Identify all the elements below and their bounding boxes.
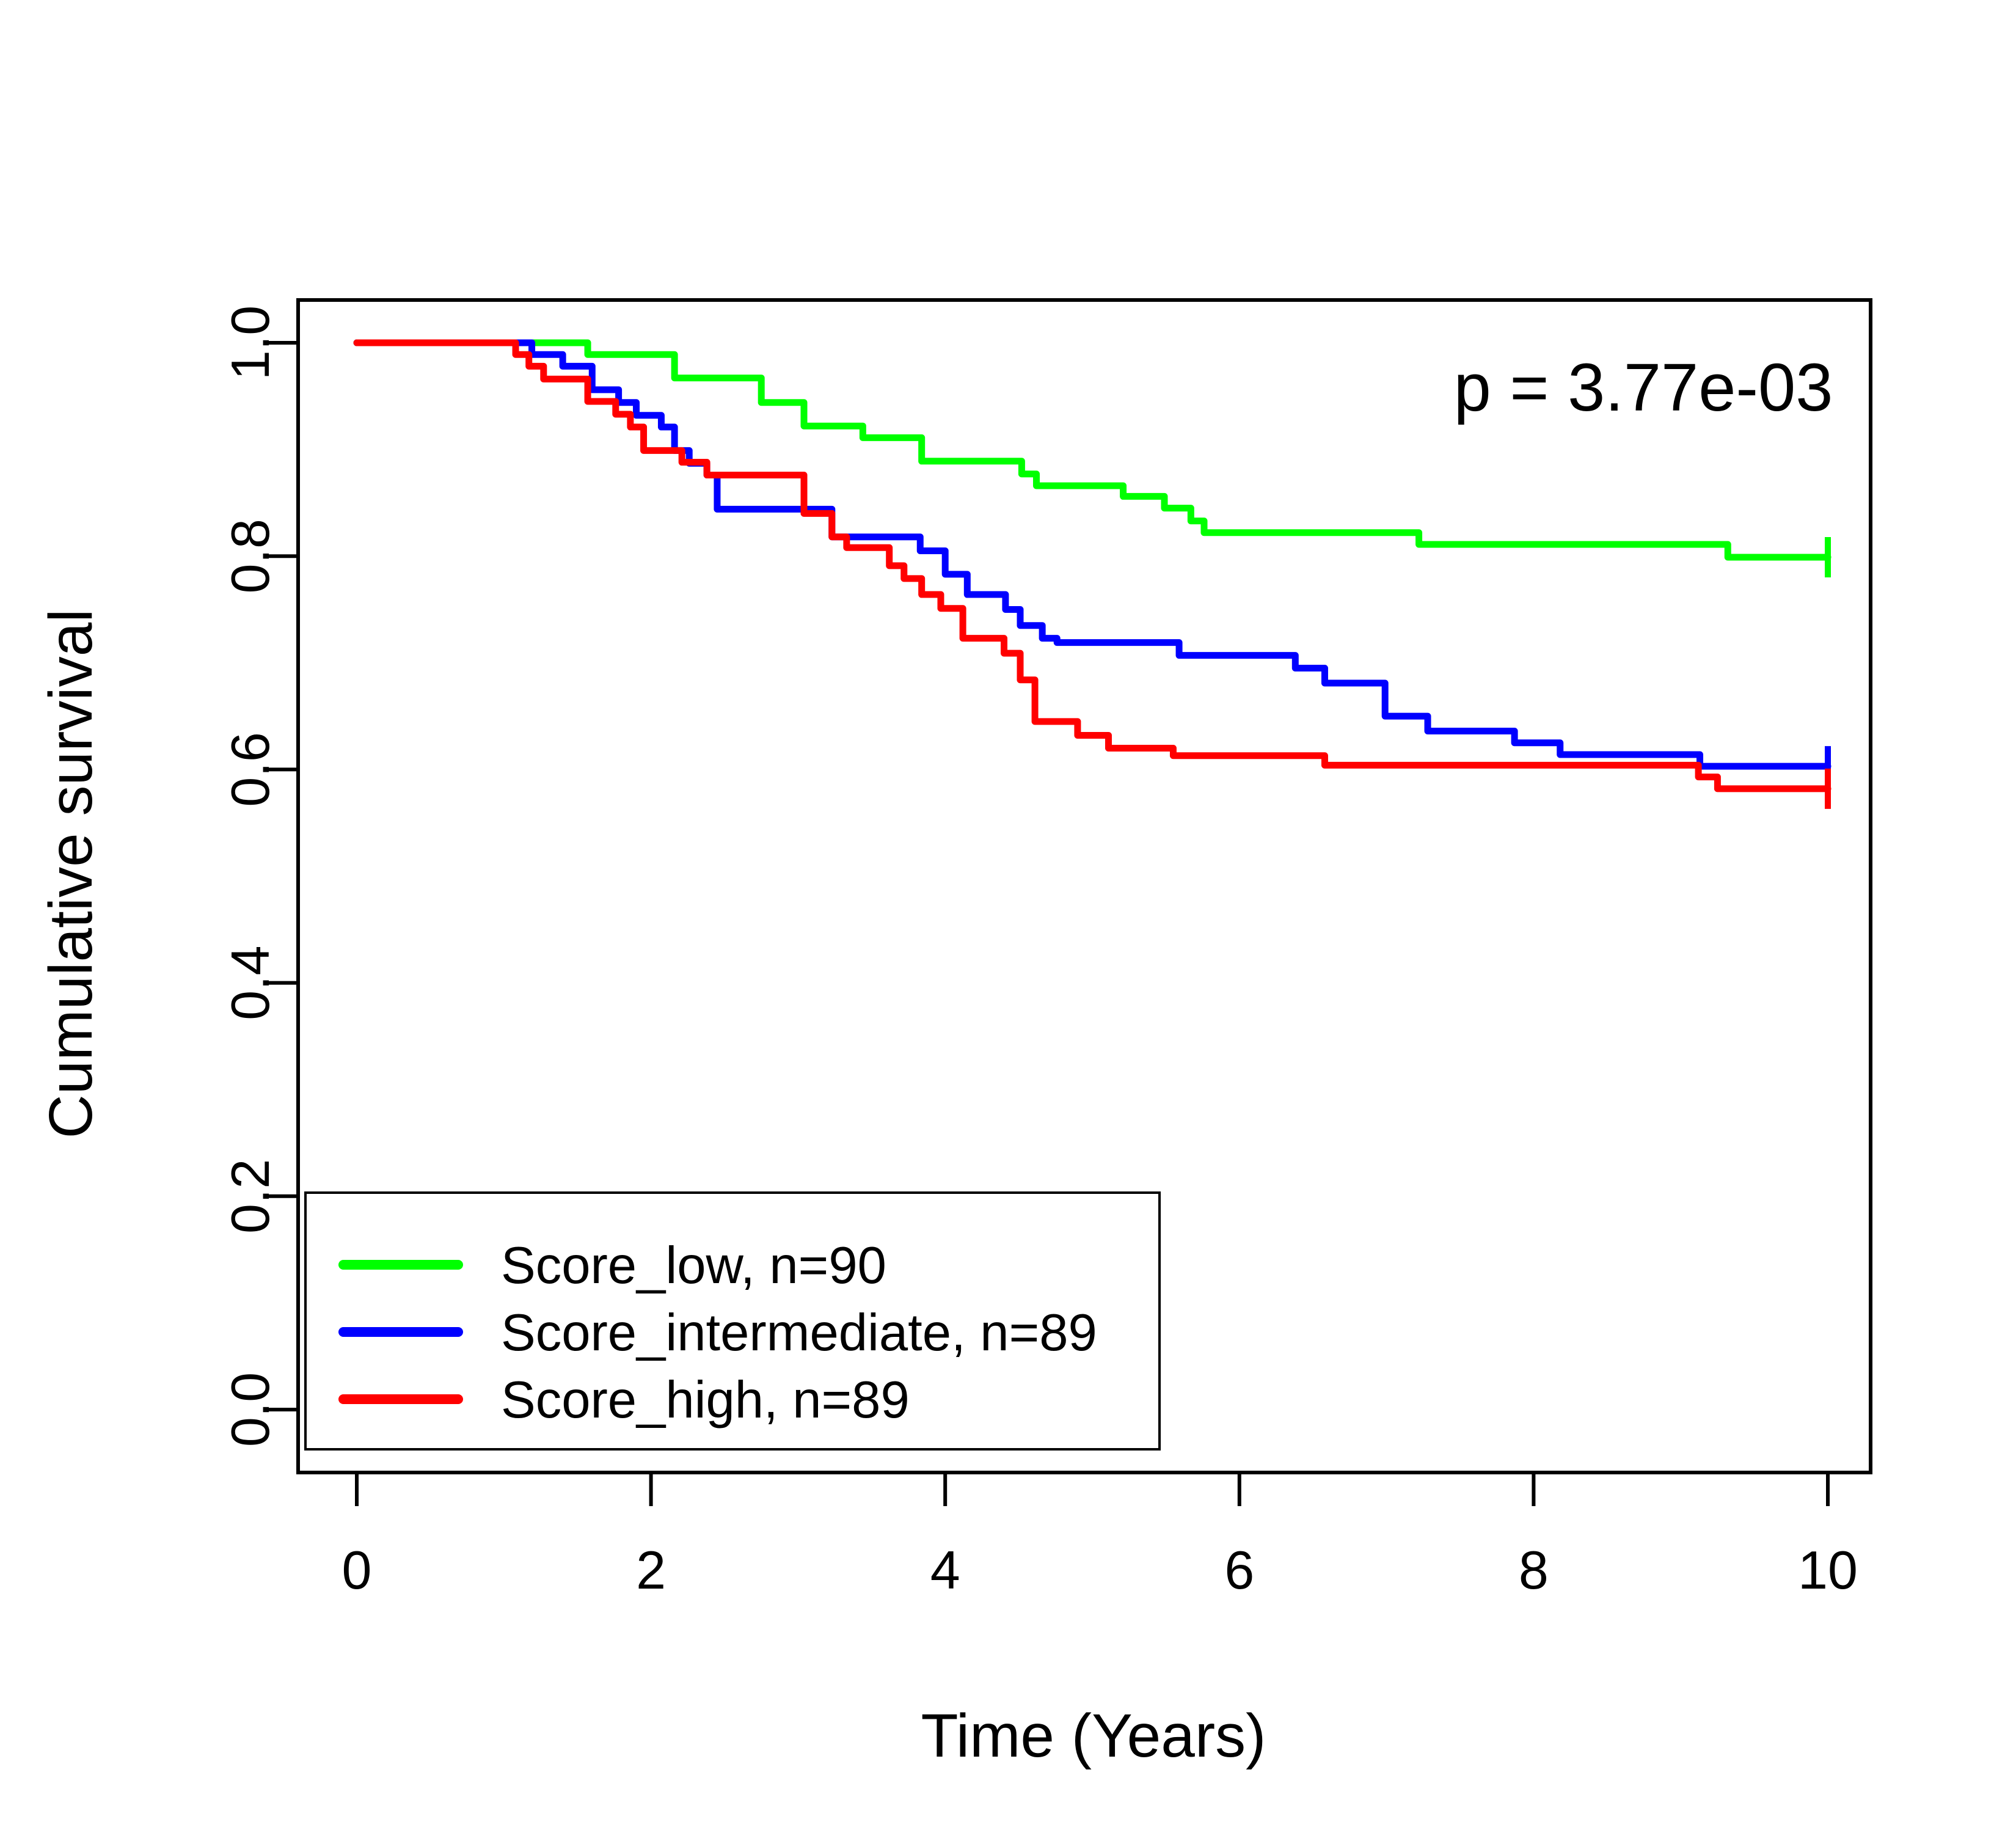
x-tick-label: 4 [930,1540,960,1600]
legend-layer: Score_low, n=90 Score_intermediate, n=89 S… [304,1191,1161,1451]
x-tick-label: 8 [1519,1540,1549,1600]
legend-label-score-high: Score_high, n=89 [501,1371,910,1429]
curve-score-low [353,339,1832,561]
curves-layer [353,339,1832,809]
curve-score-intermediate [353,339,1832,770]
y-tick-label: 0.0 [220,1372,280,1447]
y-tick-label: 0.2 [220,1159,280,1234]
y-tick-label: 0.6 [220,732,280,807]
y-tick-label: 1.0 [220,306,280,380]
x-tick-label: 2 [636,1540,666,1600]
x-axis-title: Time (Years) [921,1702,1266,1770]
x-tick-label: 6 [1224,1540,1254,1600]
plot-box [296,298,1872,1474]
legend-label-score-intermediate: Score_intermediate, n=89 [501,1304,1097,1362]
axes-layer: 0 2 4 6 8 10 0.0 0.2 0.4 0.6 0.8 1.0 [220,298,1872,1600]
legend-box [304,1191,1161,1451]
p-value-annotation: p = 3.77e-03 [1454,350,1833,425]
legend-label-score-low: Score_low, n=90 [501,1237,886,1295]
y-axis-title: Cumulative survival [37,609,105,1139]
y-tick-label: 0.4 [220,945,280,1020]
x-tick-label: 0 [342,1540,372,1600]
curve-score-high [353,339,1832,792]
y-tick-label: 0.8 [220,519,280,593]
x-tick-label: 10 [1798,1540,1858,1600]
